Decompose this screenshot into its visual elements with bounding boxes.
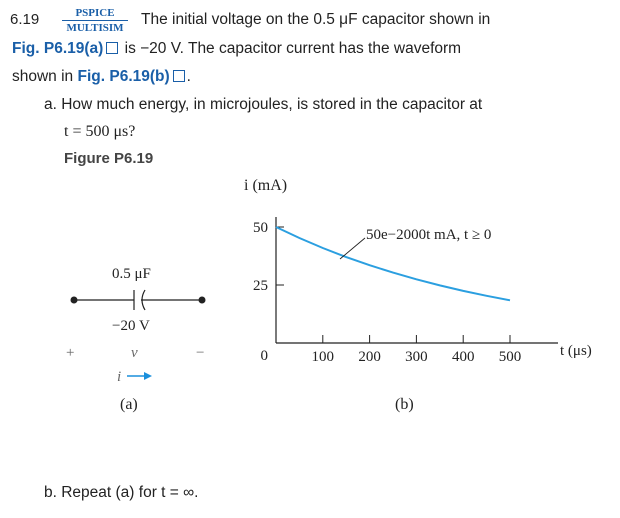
part-a-question: a. How much energy, in microjoules, is s… (44, 96, 483, 113)
period: . (186, 68, 191, 85)
voltage-symbol: v (131, 345, 138, 361)
problem-number: 6.19 (10, 11, 40, 28)
plus-sign: + (66, 345, 74, 361)
problem-text-line1: The initial voltage on the 0.5 μF capaci… (141, 11, 491, 28)
x-tick-label: 400 (452, 349, 475, 365)
y-axis-label: i (mA) (244, 177, 287, 194)
figure-a-link[interactable]: Fig. P6.19(a) (12, 40, 104, 57)
minus-sign: − (196, 345, 204, 361)
figure-link-icon[interactable] (106, 42, 119, 54)
figure-b-link[interactable]: Fig. P6.19(b) (77, 68, 170, 85)
figure-title: Figure P6.19 (64, 150, 154, 167)
y-tick-label: 25 (253, 278, 268, 294)
chart-b: i (mA) t (μs) 0 25 50 100 200 300 400 500 50e−… (244, 177, 592, 413)
figure-link-icon[interactable] (172, 70, 185, 82)
curve-annotation: 50e−2000t mA, t ≥ 0 (366, 227, 491, 243)
annotation-leader (339, 237, 366, 260)
current-curve (275, 226, 511, 302)
part-b-question: b. Repeat (a) for t = ∞. (44, 484, 199, 501)
caption-b: (b) (395, 396, 414, 413)
problem-text-line3-pre: shown in (12, 68, 74, 85)
x-tick-label: 100 (312, 349, 335, 365)
pspice-tag: PSPICE (75, 7, 115, 19)
multisim-tag: MULTISIM (66, 22, 124, 34)
caption-a: (a) (120, 396, 138, 413)
problem-text-line2-rest: is −20 V. The capacitor current has the … (124, 40, 462, 57)
software-tag: PSPICE MULTISIM (62, 7, 128, 34)
part-a-equation: t = 500 μs? (64, 123, 136, 140)
arrow-icon (144, 372, 152, 380)
voltage-label: −20 V (112, 318, 150, 334)
problem-text-line3: shown in Fig. P6.19(b). (12, 68, 191, 86)
circuit-a: 0.5 μF −20 V + v − i (a) (66, 266, 206, 413)
x-axis-label: t (μs) (560, 343, 592, 359)
y-tick-label: 50 (253, 220, 268, 236)
problem-text-line2: Fig. P6.19(a) is −20 V. The capacitor cu… (12, 40, 461, 58)
x-tick-label: 300 (405, 349, 428, 365)
y-tick-label: 0 (261, 348, 269, 364)
current-symbol: i (117, 369, 121, 385)
x-tick-label: 500 (499, 349, 522, 365)
capacitance-label: 0.5 μF (112, 266, 151, 282)
x-tick-label: 200 (358, 349, 381, 365)
